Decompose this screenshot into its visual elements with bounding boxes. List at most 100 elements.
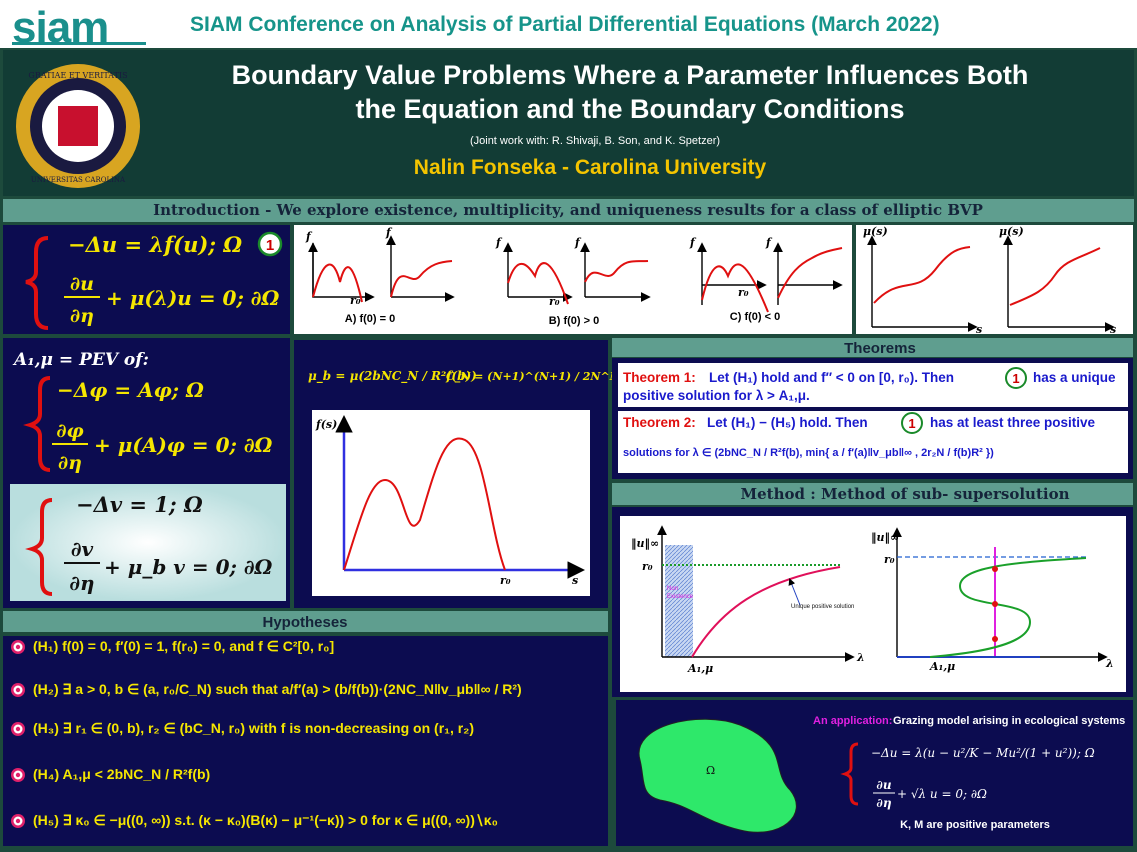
theorem-text: has at least three positive	[930, 415, 1096, 430]
axis-label: λ	[856, 651, 865, 664]
author: Nalin Fonseka - Carolina University	[414, 156, 767, 179]
fraction-den: ∂η	[69, 571, 94, 595]
tag-label: 1	[1012, 371, 1019, 386]
application-label: An application:	[813, 715, 892, 727]
axis-label: ‖u‖∞	[631, 537, 659, 550]
intro-bar	[3, 199, 1134, 222]
axis-label: μ(s)	[863, 225, 888, 238]
hypothesis: (H₃) ∃ r₁ ∈ (0, b), r₂ ∈ (bC_N, r₀) with…	[33, 720, 474, 736]
theorem-text: Let (H₁) hold and f″ < 0 on [0, r₀). The…	[709, 370, 954, 385]
curve-label: Unique positive solution	[791, 604, 854, 610]
fraction-num: ∂φ	[56, 420, 83, 442]
theorem-label: Theorem 2:	[623, 415, 696, 430]
section-bar	[612, 483, 1133, 505]
hypothesis: (H₄) A₁,μ < 2bNC_N / R²f(b)	[33, 766, 210, 782]
fraction-num: ∂u	[876, 778, 891, 792]
decoration	[390, 260, 453, 298]
bullet-icon	[15, 818, 21, 824]
theorem-label: Theorem 1:	[623, 370, 696, 385]
application-text: Grazing model arising in ecological syst…	[893, 715, 1125, 727]
graph-box	[312, 410, 590, 596]
bullet-icon	[15, 644, 21, 650]
mu-axes	[867, 235, 1115, 332]
fraction-den: ∂η	[58, 452, 82, 474]
theorem-box	[618, 411, 1128, 473]
decoration	[777, 247, 843, 299]
seal-shield	[58, 106, 98, 146]
section-bar	[612, 338, 1133, 357]
nonexistence-region	[665, 545, 693, 657]
decoration	[507, 262, 569, 305]
axis-label: μ(s)	[999, 225, 1024, 238]
decoration	[873, 246, 971, 304]
axis-label: λ	[1105, 657, 1114, 670]
panel	[3, 636, 608, 846]
fraction-den: ∂η	[70, 305, 94, 327]
axis-label: f	[574, 236, 582, 249]
fraction-num: ∂v	[71, 537, 94, 561]
header-bar	[0, 0, 1137, 48]
pointer	[788, 578, 801, 606]
decoration	[701, 263, 769, 313]
group: μ(s) μ(s) s s	[863, 225, 1116, 336]
axis-label: r₀	[642, 560, 653, 573]
decoration	[584, 260, 649, 283]
section-heading: Hypotheses	[262, 614, 347, 631]
equation: −Δu = λ(u − u²/K − Mu²/(1 + u²)); Ω	[871, 746, 1095, 760]
boundary: + √λ u = 0; ∂Ω	[897, 787, 987, 801]
group: f f f f f f r₀ r₀ r₀	[305, 226, 773, 308]
theorem-text: solutions for λ ∈ (2bNC_N / R²f(b), min{…	[623, 447, 994, 459]
axis-label: f	[305, 230, 313, 243]
seal-name: UNIVERSITAS CAROLINA	[31, 176, 126, 184]
domain-shape	[638, 718, 797, 833]
solution-point	[992, 601, 998, 607]
fraction-den: ∂η	[876, 796, 891, 810]
axis-label: r₀	[500, 574, 511, 587]
region-label: Existence	[667, 594, 694, 600]
tag	[1005, 367, 1027, 389]
note: K, M are positive parameters	[900, 819, 1050, 831]
hypothesis: (H₁) f(0) = 0, f′(0) = 1, f(r₀) = 0, and…	[33, 638, 334, 654]
region-label: Non	[667, 586, 678, 592]
title: the Equation and the Boundary Conditions	[356, 94, 905, 124]
theorem-text: has a unique	[1033, 370, 1116, 385]
axis-label: f	[765, 236, 773, 249]
section-heading: Theorems	[844, 340, 916, 357]
axis-label: s	[1110, 323, 1116, 336]
solution-point	[992, 566, 998, 572]
intro: Introduction - We explore existence, mul…	[153, 201, 983, 219]
decoration	[312, 263, 363, 303]
tag-label: 1	[908, 416, 915, 431]
axis-label: f(s)	[315, 418, 337, 431]
sketch-curves	[312, 247, 843, 313]
axis-label: f	[385, 226, 393, 239]
logo-rule	[12, 42, 146, 45]
solution-curve	[929, 557, 1087, 658]
axis-label: f	[495, 236, 503, 249]
equation: −Δφ = Aφ; Ω	[57, 378, 204, 402]
seal-motto: GRATIAE ET VERITATIS	[28, 71, 127, 80]
tag-label: 1	[266, 237, 274, 254]
boundary: + μ_b v = 0; ∂Ω	[104, 555, 273, 579]
bullet-icon	[15, 772, 21, 778]
mu-curves	[873, 246, 1101, 306]
graph-box	[620, 516, 1126, 692]
bullet-icon	[15, 687, 21, 693]
hypothesis: (H₅) ∃ κ₀ ∈ −μ((0, ∞)) s.t. (κ − κ₀)(B(κ…	[33, 812, 498, 828]
panel	[3, 225, 290, 334]
decoration	[1009, 247, 1101, 306]
boundary: + μ(λ)u = 0; ∂Ω	[106, 286, 279, 310]
axis-label: r₀	[350, 294, 361, 307]
formula: μ_b = μ(2bNC_N / R²f(b))	[308, 369, 477, 384]
case-label: B) f(0) > 0	[549, 315, 599, 327]
boundary: + μ(A)φ = 0; ∂Ω	[94, 433, 273, 457]
theorem-box	[618, 363, 1128, 407]
section-bar	[3, 611, 608, 632]
solution-curve	[691, 566, 841, 658]
formula: C_N = (N+1)^(N+1) / 2N^N (> 0)	[446, 370, 655, 384]
brace	[25, 236, 49, 330]
case-label: A) f(0) = 0	[345, 313, 395, 325]
theorem-text: Let (H₁) − (H₅) hold. Then	[707, 415, 868, 430]
theorem-text: positive solution for λ > A₁,μ.	[623, 388, 810, 403]
